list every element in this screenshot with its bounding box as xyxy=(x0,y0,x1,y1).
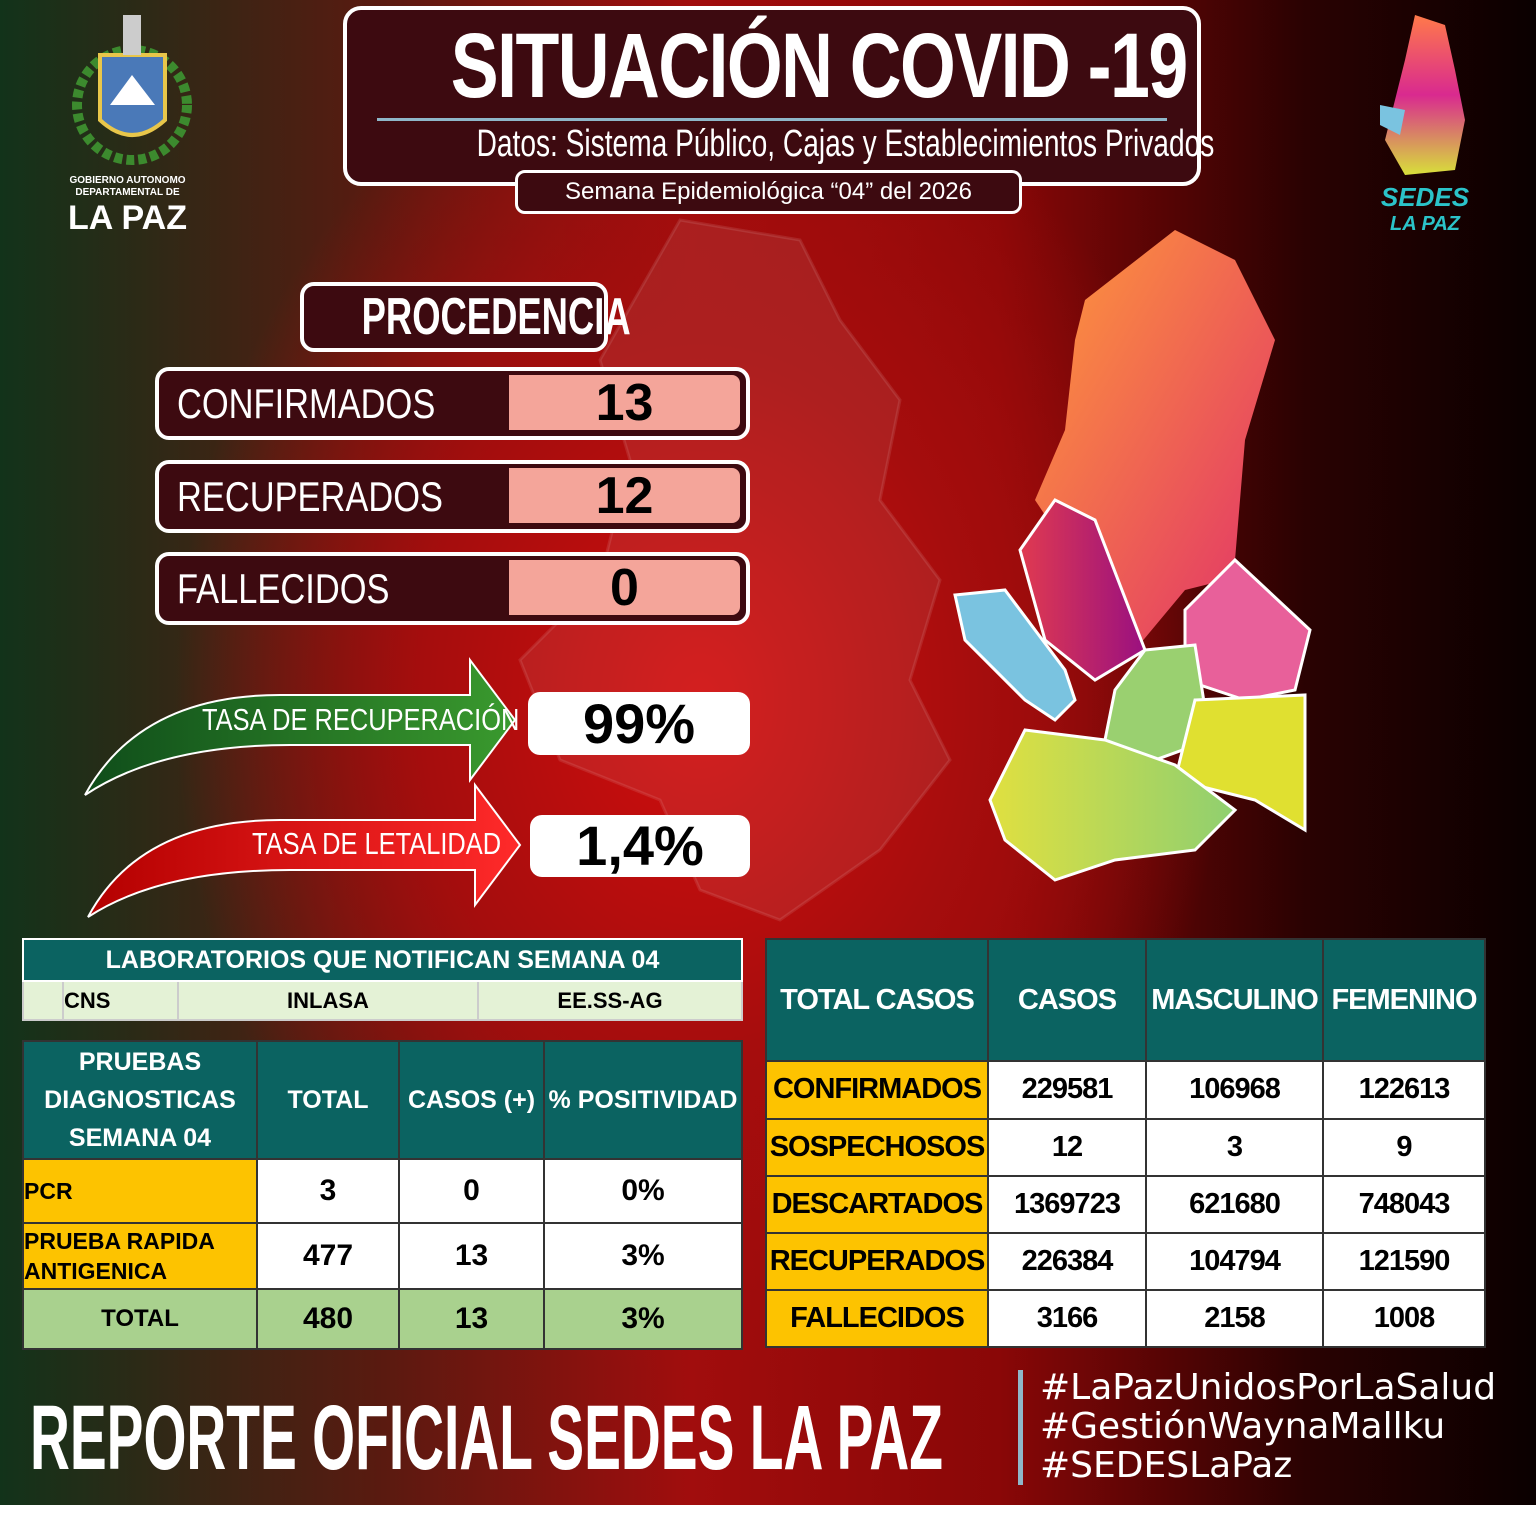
gobierno-logo-text: GOBIERNO AUTONOMO DEPARTAMENTAL DE xyxy=(69,175,186,198)
lab-item: INLASA xyxy=(177,980,479,1021)
cell-value: 621680 xyxy=(1145,1174,1324,1234)
cell-value: 229581 xyxy=(987,1060,1147,1120)
rate-arrows xyxy=(84,657,522,918)
cell-value: 122613 xyxy=(1322,1060,1486,1120)
gobierno-la-paz-logo: GOBIERNO AUTONOMO DEPARTAMENTAL DE LA PAZ xyxy=(65,10,200,237)
table-row: FALLECIDOS 3166 2158 1008 xyxy=(765,1288,1486,1349)
row-label: FALLECIDOS xyxy=(765,1288,989,1349)
lab-item: CNS xyxy=(62,980,179,1021)
lethality-rate-label: TASA DE LETALIDAD xyxy=(252,826,502,861)
table-row: PRUEBA RAPIDA ANTIGENICA 477 13 3% xyxy=(22,1222,743,1290)
row-label: CONFIRMADOS xyxy=(765,1060,989,1120)
stat-value: 12 xyxy=(509,468,740,524)
data-source-subtitle: Datos: Sistema Público, Cajas y Establec… xyxy=(476,123,1215,165)
column-header: TOTAL CASOS xyxy=(780,983,975,1016)
stat-label: RECUPERADOS xyxy=(177,473,444,520)
table-row: SOSPECHOSOS 12 3 9 xyxy=(765,1117,1486,1177)
table-row: DESCARTADOS 1369723 621680 748043 xyxy=(765,1174,1486,1234)
labs-title: LABORATORIOS QUE NOTIFICAN SEMANA 04 xyxy=(105,945,660,974)
cell-value: 9 xyxy=(1322,1117,1486,1177)
page-title: SITUACIÓN COVID -19 xyxy=(450,15,1188,117)
green-arrow-icon xyxy=(84,657,517,796)
cell-value: 2158 xyxy=(1145,1288,1324,1349)
column-header: FEMENINO xyxy=(1331,983,1477,1016)
footer-divider xyxy=(1018,1370,1023,1485)
stat-label: FALLECIDOS xyxy=(177,565,390,612)
hashtag: #GestiónWaynaMallku xyxy=(1040,1406,1446,1447)
cell-value: 1369723 xyxy=(987,1174,1147,1234)
column-header: CASOS (+) xyxy=(398,1040,545,1160)
title-divider xyxy=(377,118,1167,121)
procedencia-heading: PROCEDENCIA xyxy=(300,282,631,352)
lethality-rate-value: 1,4% xyxy=(530,815,750,877)
cell-value: 12 xyxy=(987,1117,1147,1177)
cell-value: 104794 xyxy=(1145,1231,1324,1291)
cell-value: 226384 xyxy=(987,1231,1147,1291)
stat-value: 0 xyxy=(509,560,740,616)
epidemiological-week-badge: Semana Epidemiológica “04” del 2026 xyxy=(515,170,1022,214)
table-row: PCR 3 0 0% xyxy=(22,1158,743,1224)
footer-title: REPORTE OFICIAL SEDES LA PAZ xyxy=(30,1387,943,1489)
table-row: CONFIRMADOS 229581 106968 122613 xyxy=(765,1060,1486,1120)
column-header: % POSITIVIDAD xyxy=(543,1040,743,1160)
sedes-la-paz-logo: SEDES LA PAZ xyxy=(1370,10,1480,235)
hashtag: #SEDESLaPaz xyxy=(1040,1445,1293,1486)
stat-recuperados: RECUPERADOS 12 xyxy=(155,460,750,533)
cell-value: 106968 xyxy=(1145,1060,1324,1120)
recovery-rate-value: 99% xyxy=(528,692,750,755)
cell-value: 3166 xyxy=(987,1288,1147,1349)
total-row: TOTAL 480 13 3% xyxy=(22,1288,743,1350)
recovery-rate-label: TASA DE RECUPERACIÓN xyxy=(202,702,520,737)
row-label: RECUPERADOS xyxy=(765,1231,989,1291)
table-row: RECUPERADOS 226384 104794 121590 xyxy=(765,1231,1486,1291)
column-header: PRUEBAS DIAGNOSTICAS SEMANA 04 xyxy=(22,1040,258,1160)
labs-table: LABORATORIOS QUE NOTIFICAN SEMANA 04 CNS… xyxy=(22,938,743,1021)
stat-label: CONFIRMADOS xyxy=(177,380,436,427)
cell-value: 748043 xyxy=(1322,1174,1486,1234)
lab-item: EE.SS-AG xyxy=(477,980,743,1021)
stat-fallecidos: FALLECIDOS 0 xyxy=(155,552,750,625)
row-label: DESCARTADOS xyxy=(765,1174,989,1234)
la-paz-map xyxy=(953,230,1312,882)
column-header: TOTAL xyxy=(256,1040,400,1160)
pruebas-table: PRUEBAS DIAGNOSTICAS SEMANA 04 TOTAL CAS… xyxy=(22,1040,743,1350)
title-banner: SITUACIÓN COVID -19 Datos: Sistema Públi… xyxy=(343,6,1214,186)
stat-confirmados: CONFIRMADOS 13 xyxy=(155,367,750,440)
stat-value: 13 xyxy=(509,375,740,431)
cell-value: 121590 xyxy=(1322,1231,1486,1291)
cell-value: 3 xyxy=(1145,1117,1324,1177)
column-header: CASOS xyxy=(1017,983,1117,1016)
red-arrow-icon xyxy=(87,782,522,918)
row-label: SOSPECHOSOS xyxy=(765,1117,989,1177)
column-header: MASCULINO xyxy=(1151,983,1319,1016)
cell-value: 1008 xyxy=(1322,1288,1486,1349)
total-casos-table: TOTAL CASOS CASOS MASCULINO FEMENINO CON… xyxy=(765,937,1486,1349)
hashtag: #LaPazUnidosPorLaSalud xyxy=(1040,1367,1497,1408)
